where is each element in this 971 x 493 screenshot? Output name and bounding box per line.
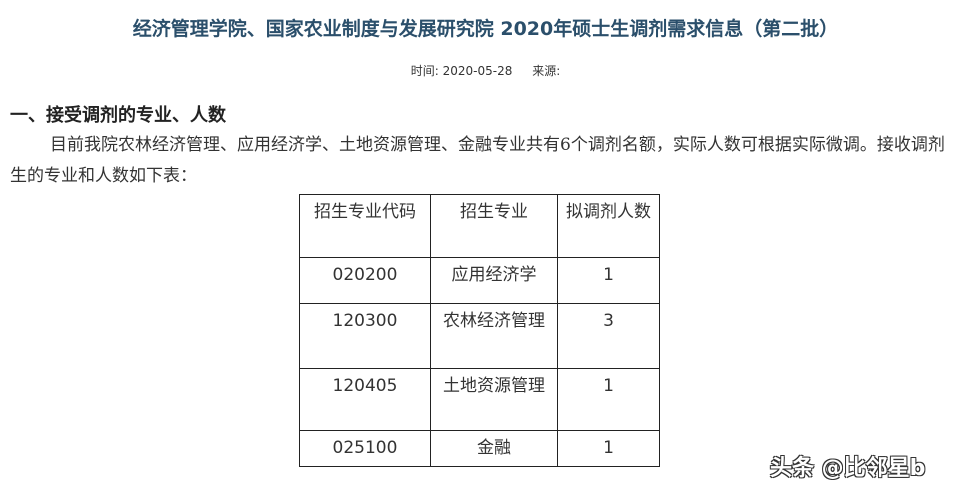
header-cell: 招生专业 [430, 194, 558, 258]
publish-time: 时间: 2020-05-28 [410, 64, 513, 78]
table-row: 120405 土地资源管理 1 [299, 368, 660, 431]
source: 来源: [532, 64, 561, 78]
cell: 应用经济学 [430, 257, 558, 304]
article-meta: 时间: 2020-05-28 来源: [0, 62, 971, 79]
section-heading: 一、接受调剂的专业、人数 [10, 105, 226, 126]
cell: 1 [557, 430, 660, 467]
cell: 土地资源管理 [430, 368, 558, 431]
table-row: 120300 农林经济管理 3 [299, 303, 660, 369]
page-title: 经济管理学院、国家农业制度与发展研究院 2020年硕士生调剂需求信息（第二批） [132, 18, 839, 40]
header-cell: 招生专业代码 [299, 194, 431, 258]
cell: 1 [557, 257, 660, 304]
paragraph: 目前我院农林经济管理、应用经济学、土地资源管理、金融专业共有6个调剂名额，实际人… [10, 135, 945, 186]
quota-table: 招生专业代码 招生专业 拟调剂人数 020200 应用经济学 1 120300 … [299, 194, 660, 467]
cell: 020200 [299, 257, 431, 304]
cell: 3 [557, 303, 660, 369]
cell: 1 [557, 368, 660, 431]
cell: 金融 [430, 430, 558, 467]
cell: 025100 [299, 430, 431, 467]
cell: 农林经济管理 [430, 303, 558, 369]
watermark: 头条 @比邻星b [770, 456, 926, 481]
header-cell: 拟调剂人数 [557, 194, 660, 258]
table-row: 020200 应用经济学 1 [299, 257, 660, 304]
table-header-row: 招生专业代码 招生专业 拟调剂人数 [299, 194, 660, 258]
cell: 120405 [299, 368, 431, 431]
table-row: 025100 金融 1 [299, 430, 660, 467]
cell: 120300 [299, 303, 431, 369]
